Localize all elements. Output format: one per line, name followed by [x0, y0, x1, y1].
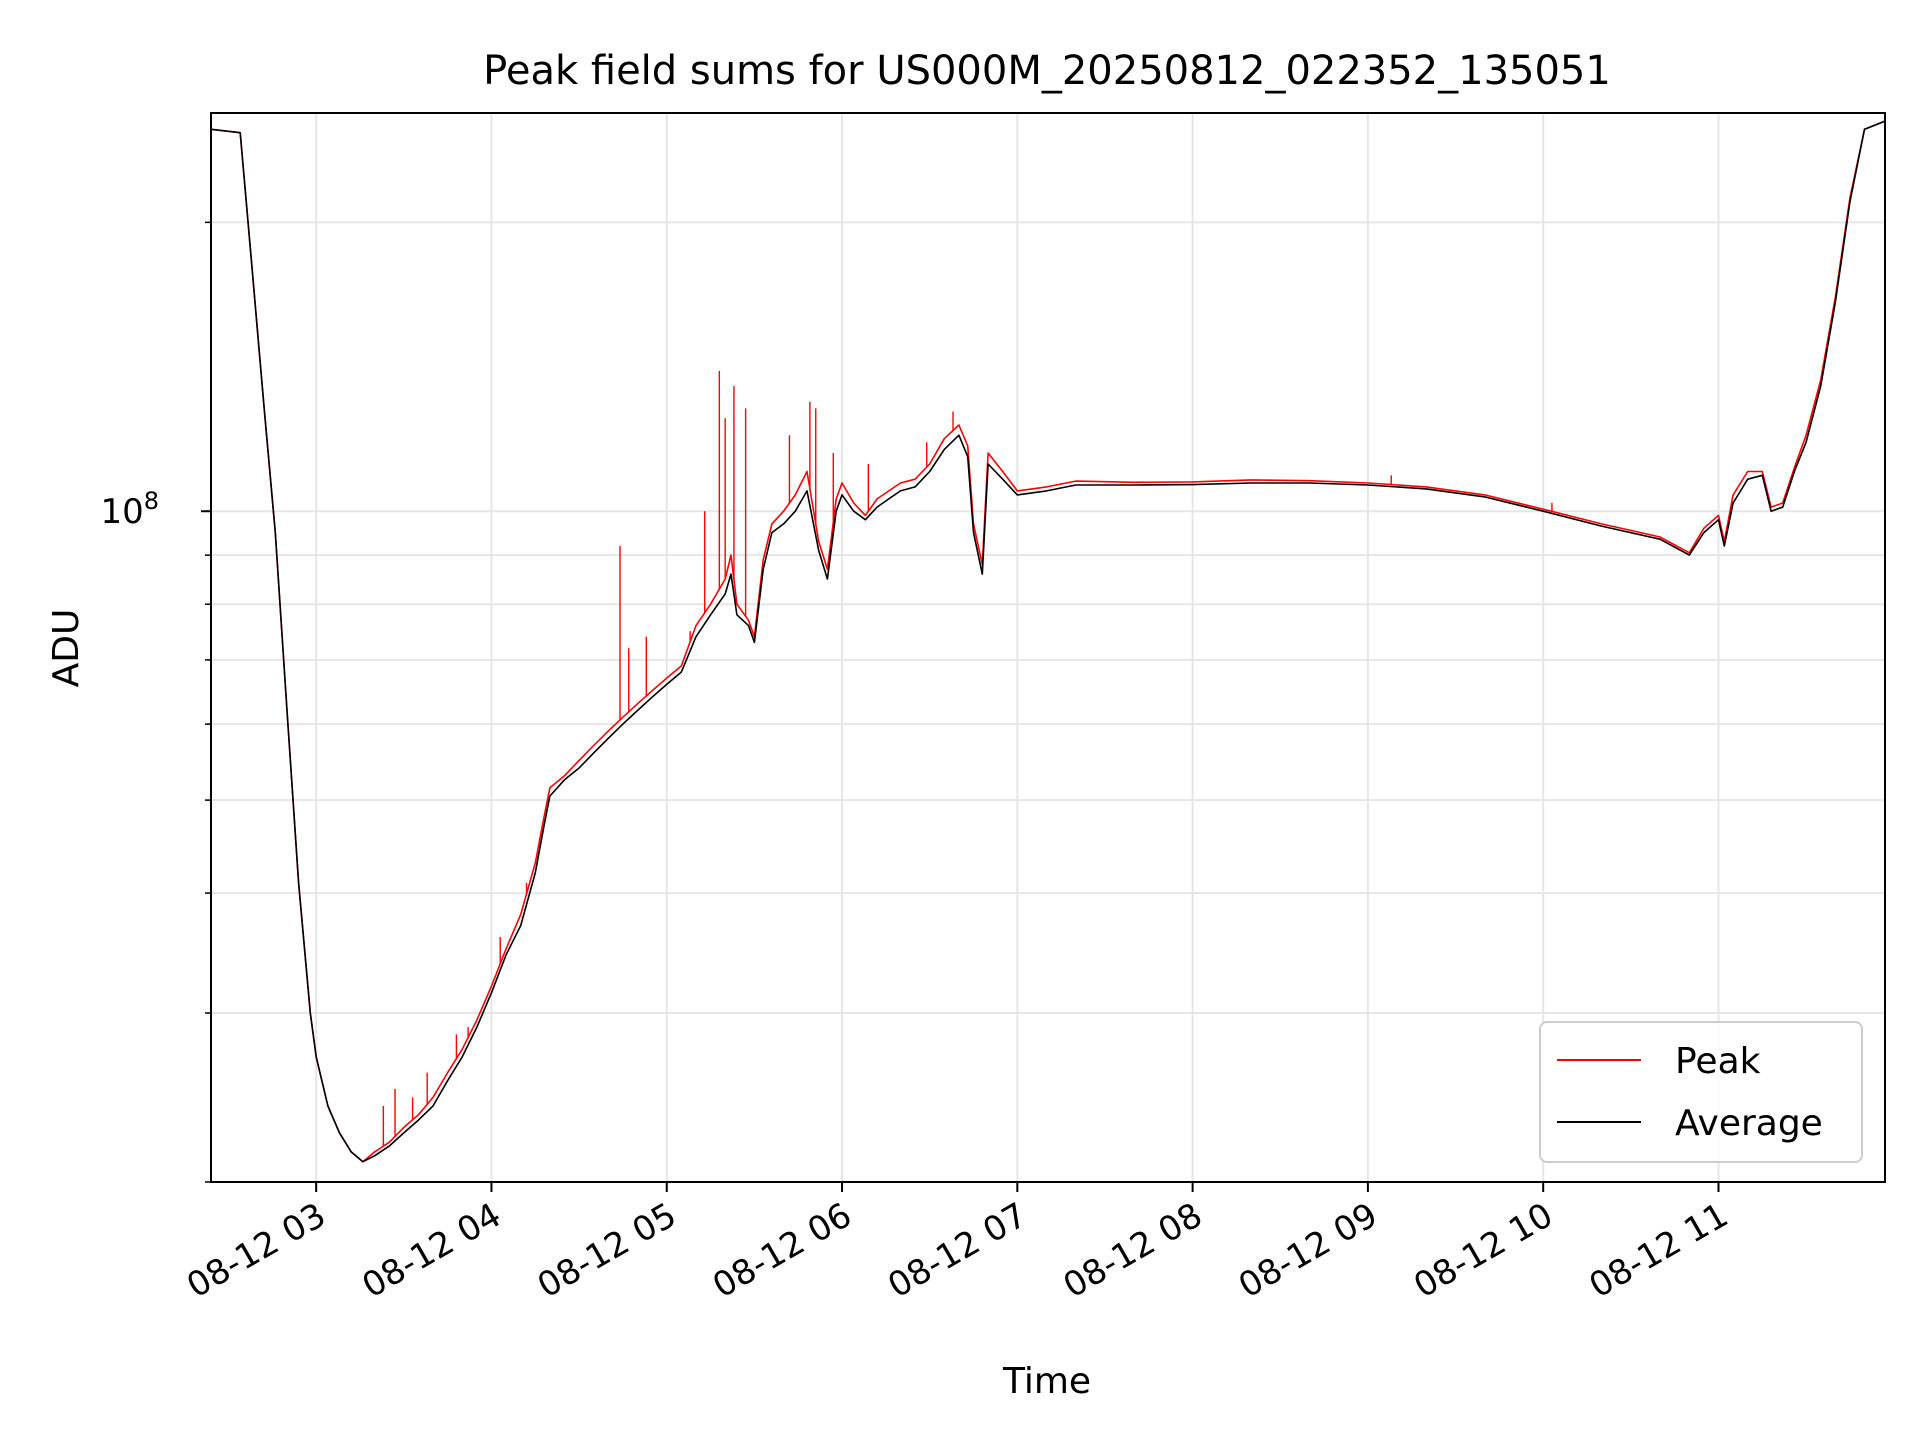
grid [211, 113, 1885, 1183]
series-layer [211, 120, 1885, 1163]
plot-frame [210, 112, 1886, 1183]
y-tick-label: 108 [100, 487, 159, 532]
y-tick-base: 10 [100, 492, 143, 532]
y-tick-exponent: 8 [144, 487, 159, 515]
legend-label-peak: Peak [1675, 1041, 1761, 1082]
series-line-peak [211, 120, 1885, 1163]
legend-box [1539, 1021, 1863, 1163]
y-axis-ticks: 108 [100, 221, 211, 1183]
series-peak [211, 120, 1885, 1163]
series-line-average [211, 120, 1885, 1163]
series-average [211, 120, 1885, 1163]
x-axis-label: Time [1002, 1361, 1091, 1402]
chart-title: Peak field sums for US000M_20250812_0223… [483, 48, 1611, 94]
y-axis-label: ADU [46, 609, 87, 688]
legend: Peak Average [1539, 1021, 1863, 1163]
legend-label-average: Average [1675, 1103, 1823, 1144]
